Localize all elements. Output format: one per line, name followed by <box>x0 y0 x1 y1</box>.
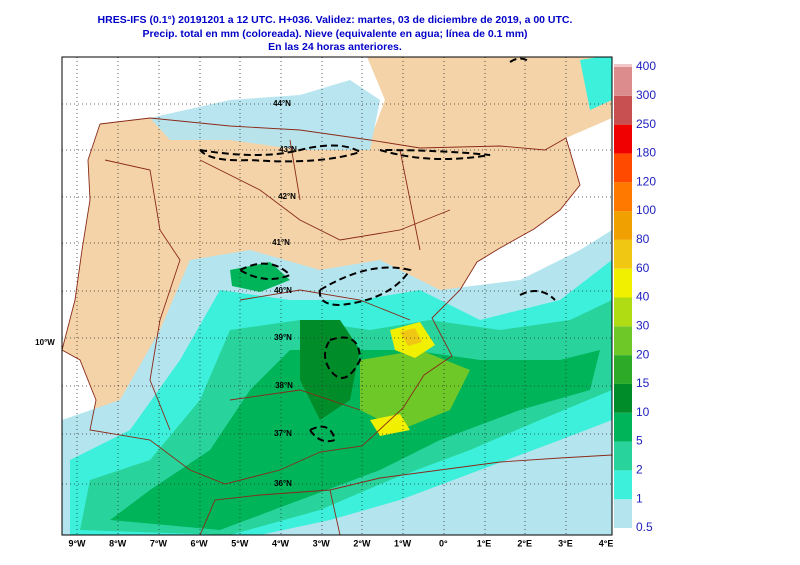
precip <box>400 328 422 346</box>
legend-swatch <box>614 326 632 356</box>
title: HRES-IFS (0.1°) 20191201 a 12 UTC. H+036… <box>98 14 573 26</box>
longitude-label: 2°W <box>353 538 371 548</box>
longitude-label: 3°W <box>313 538 331 548</box>
longitude-label: 4°E <box>599 538 614 548</box>
latitude-labels: 44°N 43°N 42°N 41°N 40°N 39°N 38°N 37°N 36°N <box>272 99 297 488</box>
longitude-label: 1°W <box>394 538 412 548</box>
legend-swatch <box>614 239 632 269</box>
legend-swatch <box>614 182 632 212</box>
legend-swatch <box>614 211 632 240</box>
longitude-label: 9°W <box>68 538 86 548</box>
map-frame <box>61 56 613 536</box>
legend-label: 30 <box>636 318 650 332</box>
longitude-label: 4°W <box>272 538 290 548</box>
latitude-label: 40°N <box>274 286 292 295</box>
legend-label: 5 <box>636 434 643 448</box>
legend-label: 300 <box>636 88 656 102</box>
legend-swatch <box>614 124 632 154</box>
longitude-label: 6°W <box>191 538 209 548</box>
precip <box>580 57 612 110</box>
precip <box>360 350 470 430</box>
longitude-label: 2°E <box>517 538 532 548</box>
longitude-label: 8°W <box>109 538 127 548</box>
note: En las 24 horas anteriores. <box>268 41 402 53</box>
latitude-label: 36°N <box>274 479 292 488</box>
legend-label: 400 <box>636 59 656 73</box>
latitude-label: 39°N <box>274 333 292 342</box>
latitude-label: 38°N <box>275 381 293 390</box>
map: 44°N 43°N 42°N 41°N 40°N 39°N 38°N 37°N 36°N <box>62 57 612 535</box>
precip <box>230 262 290 292</box>
legend-label: 15 <box>636 376 650 390</box>
legend-label: 10 <box>636 405 650 419</box>
precip <box>150 80 380 150</box>
legend-swatch <box>614 383 632 413</box>
borders <box>62 117 612 535</box>
longitude-label: 5°W <box>231 538 249 548</box>
legend-swatch-top <box>614 64 632 67</box>
legend-swatch <box>614 441 632 471</box>
legend-label: 80 <box>636 232 650 246</box>
legend-label: 40 <box>636 290 650 304</box>
longitude-label: 0° <box>439 538 448 548</box>
snow-lines <box>199 57 556 443</box>
longitude-label: 1°E <box>477 538 492 548</box>
legend-swatch <box>614 470 632 500</box>
latitude-label: 43°N <box>279 145 297 154</box>
latitude-label: 41°N <box>272 238 290 247</box>
latitude-label: 42°N <box>278 192 296 201</box>
legend-swatch <box>614 268 632 298</box>
legend-label: 0.5 <box>636 520 653 534</box>
legend-label: 60 <box>636 261 650 275</box>
legend-label: 2 <box>636 463 643 477</box>
latitude-label: 37°N <box>274 429 292 438</box>
legend-swatch <box>614 297 632 327</box>
subtitle: Precip. total en mm (coloreada). Nieve (… <box>142 28 527 40</box>
legend-swatch <box>614 67 632 96</box>
precip <box>110 350 600 530</box>
legend-swatch <box>614 499 632 528</box>
legend-swatch <box>614 153 632 183</box>
side-label: 10°W <box>35 338 55 347</box>
legend-swatch <box>614 412 632 442</box>
longitude-label: 3°E <box>558 538 573 548</box>
legend-label: 120 <box>636 174 656 188</box>
longitude-label: 7°W <box>150 538 168 548</box>
legend-label: 100 <box>636 203 656 217</box>
legend-swatch <box>614 95 632 125</box>
legend-label: 250 <box>636 117 656 131</box>
precip <box>370 414 410 436</box>
legend-swatch <box>614 355 632 384</box>
longitude-labels: 9°W 8°W 7°W 6°W 5°W 4°W 3°W 2°W 1°W 0° 1°E 2°E 3°E 4°… <box>68 538 613 548</box>
legend: 0.5 1 2 5 10 15 20 30 40 60 80 100 120 180 250 300 400 <box>614 59 656 534</box>
latitude-label: 44°N <box>273 99 291 108</box>
legend-label: 20 <box>636 347 650 361</box>
land <box>367 57 612 150</box>
legend-label: 180 <box>636 146 656 160</box>
legend-label: 1 <box>636 491 643 505</box>
